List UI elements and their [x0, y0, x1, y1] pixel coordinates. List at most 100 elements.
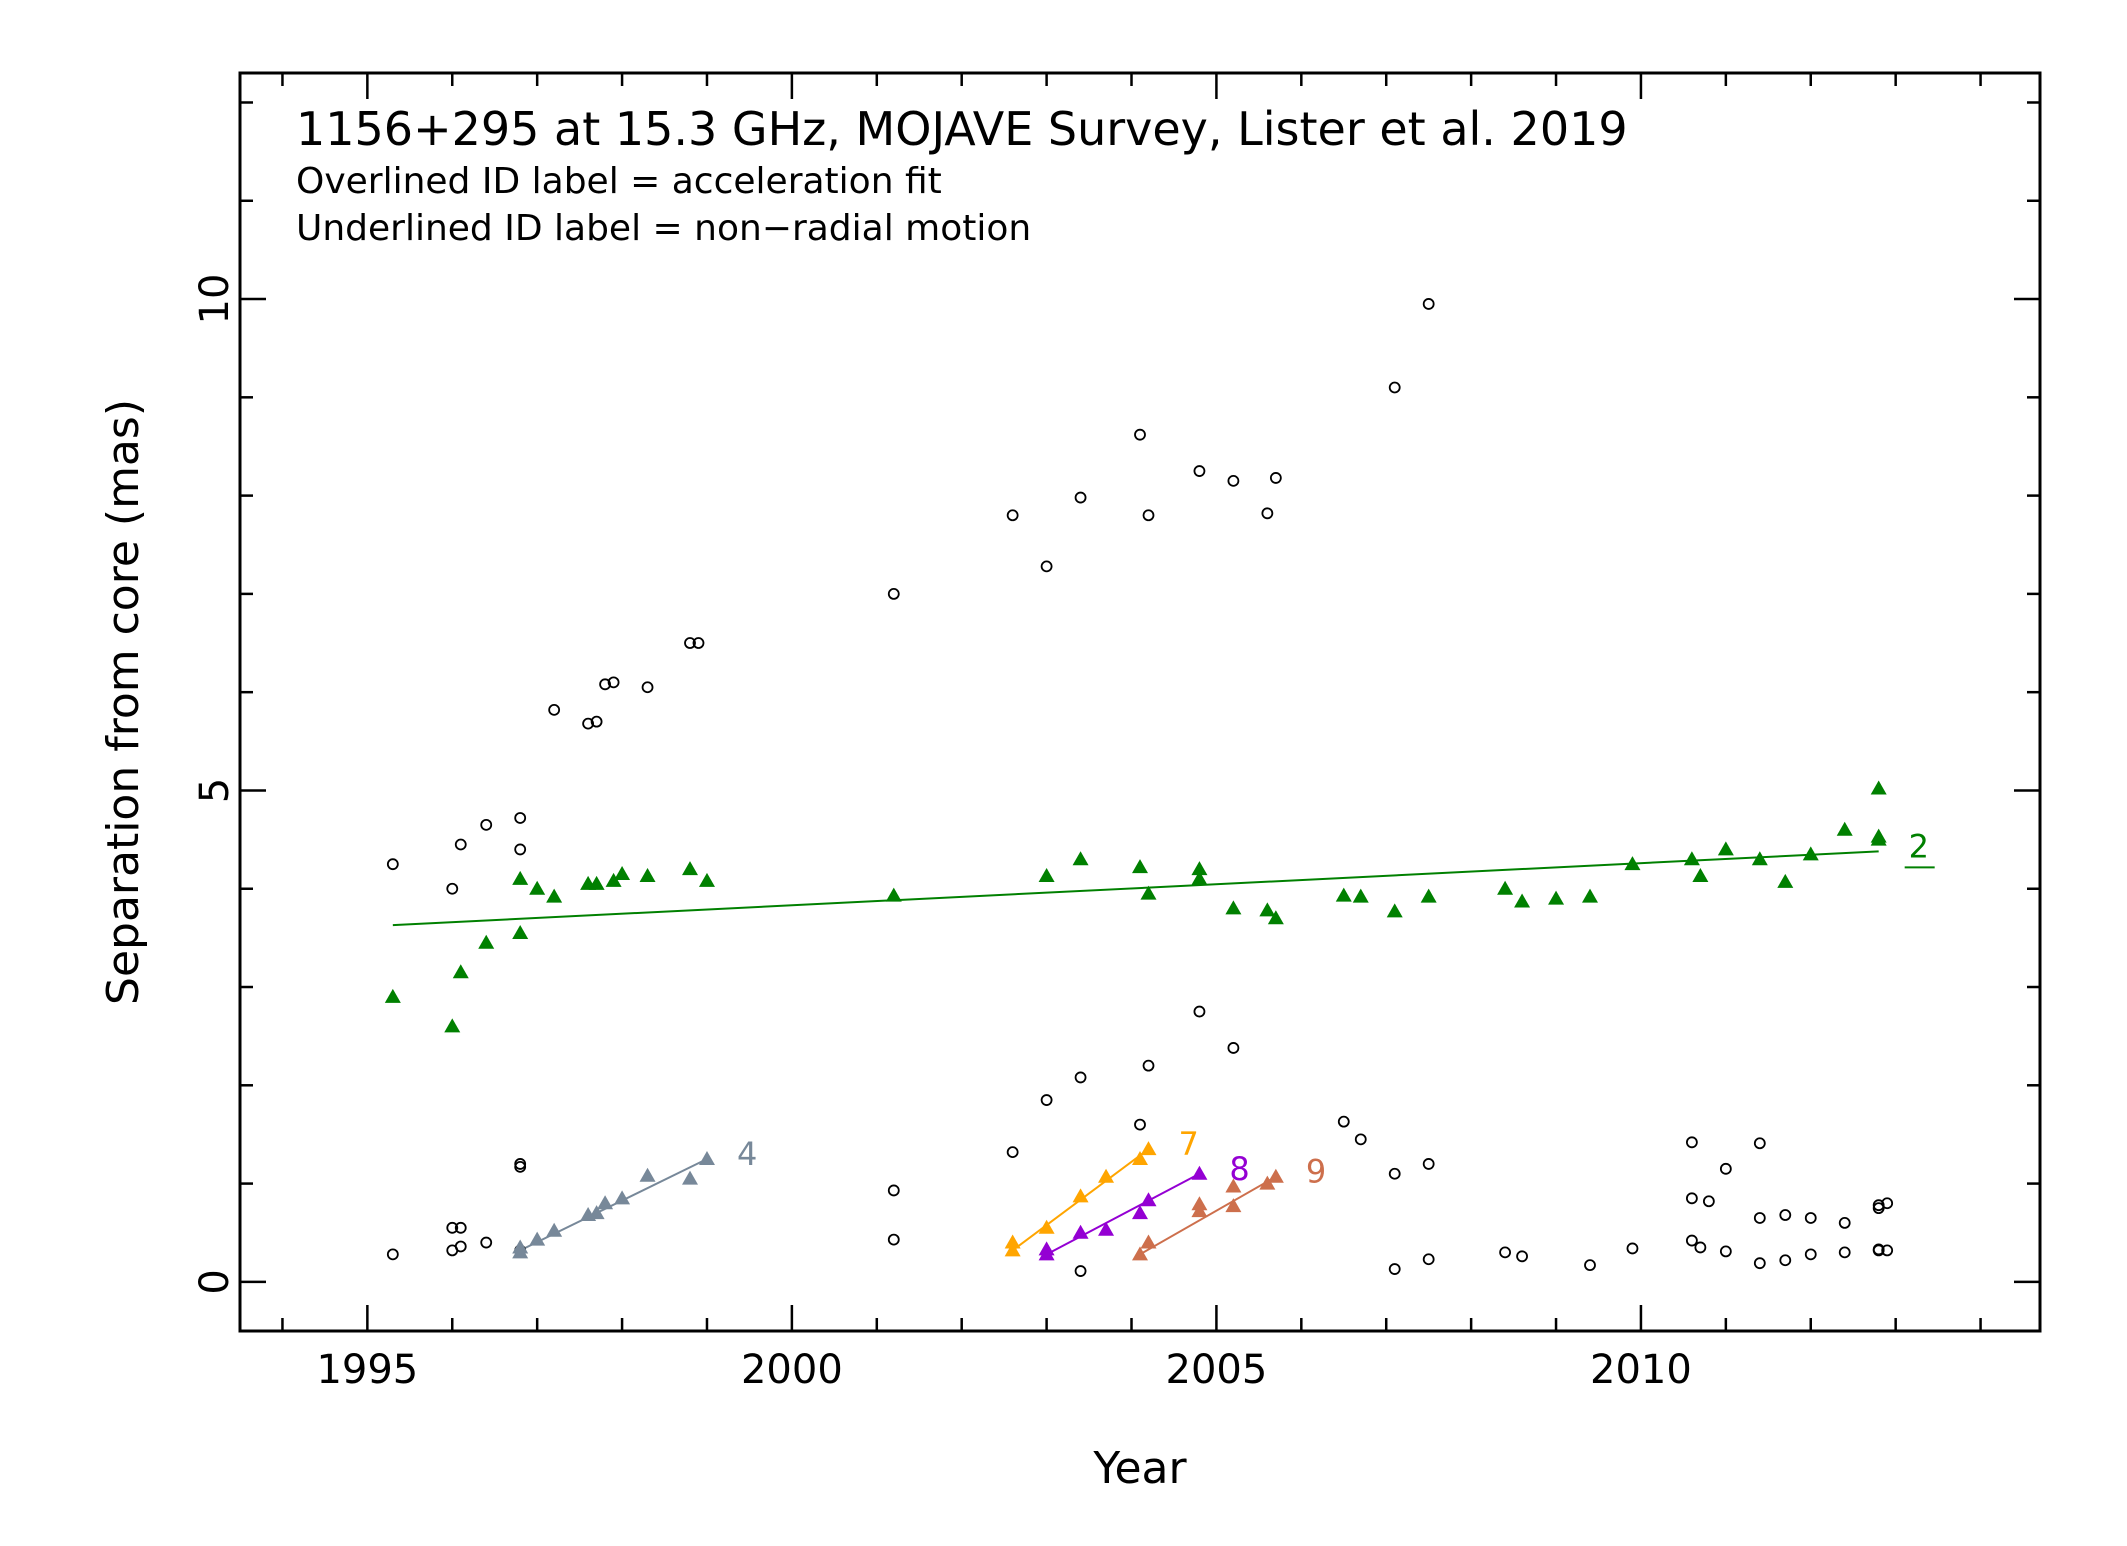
component-2-point — [1038, 867, 1055, 882]
unassigned-point — [1422, 298, 1435, 310]
chart-subtitle-2: Underlined ID label = non−radial motion — [296, 208, 1031, 249]
component-2-point — [1132, 859, 1148, 874]
unassigned-point — [386, 858, 399, 871]
component-label-9: 9 — [1306, 1153, 1326, 1191]
unassigned-point — [1040, 1094, 1053, 1106]
component-9-point — [1267, 1168, 1284, 1183]
chart-subtitle-1: Overlined ID label = acceleration fit — [296, 161, 942, 202]
unassigned-point — [1626, 1242, 1639, 1255]
x-axis-title: Year — [1092, 1443, 1187, 1494]
x-tick-label: 1995 — [316, 1347, 418, 1393]
unassigned-point — [887, 1233, 900, 1246]
unassigned-point — [1838, 1246, 1851, 1259]
component-2-point — [546, 888, 563, 903]
unassigned-point — [1584, 1259, 1596, 1272]
unassigned-point — [684, 637, 696, 649]
component-2-point — [885, 887, 902, 902]
unassigned-point — [1142, 509, 1155, 522]
component-8-point — [1038, 1241, 1055, 1256]
unassigned-point — [1719, 1162, 1732, 1175]
component-2-point — [1259, 902, 1276, 917]
x-tick-label: 2010 — [1590, 1347, 1692, 1393]
axis-ticks — [240, 73, 2040, 1331]
component-2-point — [1548, 890, 1565, 905]
chart-title: 1156+295 at 15.3 GHz, MOJAVE Survey, Lis… — [296, 102, 1628, 156]
component-2-point — [444, 1018, 461, 1033]
component-4-point — [546, 1222, 563, 1237]
unassigned-point — [1142, 1059, 1155, 1072]
component-7-point — [1038, 1219, 1055, 1234]
unassigned-point — [582, 717, 595, 730]
component-2-point — [1191, 861, 1208, 876]
component-labels: 2 4 78 9 — [737, 827, 1935, 1191]
unassigned-point — [1193, 1005, 1206, 1018]
component-2-point — [1191, 870, 1208, 885]
component-2-point — [512, 924, 529, 939]
data-points — [384, 298, 1894, 1277]
unassigned-point — [480, 1236, 493, 1249]
unassigned-point — [1193, 465, 1206, 477]
y-tick-label: 5 — [192, 778, 238, 803]
component-label-8: 8 — [1229, 1150, 1249, 1188]
component-2-point — [1624, 856, 1641, 871]
component-8-point — [1072, 1224, 1089, 1239]
unassigned-point — [548, 703, 561, 716]
component-2-point — [614, 865, 631, 880]
unassigned-point — [1719, 1245, 1732, 1258]
component-2-point — [1386, 903, 1403, 918]
unassigned-point — [1804, 1248, 1817, 1261]
unassigned-point — [1388, 381, 1401, 394]
component-2-point — [1420, 888, 1437, 903]
component-4-point — [682, 1170, 698, 1185]
component-4-point — [614, 1190, 631, 1205]
unassigned-point — [1499, 1246, 1511, 1259]
component-7-point — [1098, 1168, 1115, 1183]
unassigned-point — [887, 1184, 900, 1197]
component-2-point — [1802, 846, 1819, 861]
component-2-point — [529, 880, 546, 895]
unassigned-point — [1261, 507, 1274, 520]
component-7-point — [1004, 1242, 1021, 1257]
unassigned-point — [1685, 1192, 1698, 1205]
unassigned-point — [514, 1160, 527, 1173]
unassigned-point — [1881, 1197, 1894, 1210]
fit-line-8 — [1046, 1172, 1200, 1256]
unassigned-point — [607, 676, 620, 689]
plot-frame — [238, 71, 2042, 1333]
unassigned-point — [1422, 1253, 1435, 1266]
component-label-7: 7 — [1178, 1125, 1198, 1163]
unassigned-point — [1685, 1234, 1698, 1247]
unassigned-point — [1354, 1133, 1367, 1146]
unassigned-point — [1702, 1195, 1715, 1208]
unassigned-point — [1753, 1212, 1766, 1224]
unassigned-point — [446, 1221, 459, 1234]
component-2-point — [682, 861, 698, 876]
unassigned-point — [1881, 1244, 1894, 1257]
unassigned-point — [386, 1248, 399, 1261]
unassigned-point — [692, 637, 705, 649]
unassigned-point — [1337, 1115, 1350, 1128]
unassigned-point — [1074, 1265, 1087, 1277]
component-2-point — [588, 875, 605, 890]
x-tick-label: 2000 — [741, 1347, 843, 1393]
unassigned-point — [1134, 428, 1146, 441]
component-7-point — [1072, 1188, 1089, 1203]
unassigned-point — [1269, 472, 1282, 484]
unassigned-point — [454, 838, 467, 851]
y-axis-title: Separation from core (mas) — [98, 399, 149, 1005]
unassigned-point — [1074, 491, 1087, 504]
unassigned-point — [454, 1240, 467, 1253]
unassigned-point — [1753, 1257, 1766, 1270]
component-2-point — [698, 872, 715, 887]
unassigned-point — [1074, 1071, 1087, 1084]
component-2-point — [1683, 851, 1700, 866]
component-2-point — [1692, 867, 1709, 882]
component-9-point — [1225, 1198, 1242, 1213]
fit-line-2 — [392, 850, 1879, 927]
unassigned-point — [1779, 1209, 1792, 1221]
component-4-point — [597, 1195, 614, 1210]
component-7-point — [1140, 1141, 1157, 1156]
component-9-point — [1191, 1196, 1208, 1211]
component-label-4: 4 — [737, 1135, 757, 1173]
